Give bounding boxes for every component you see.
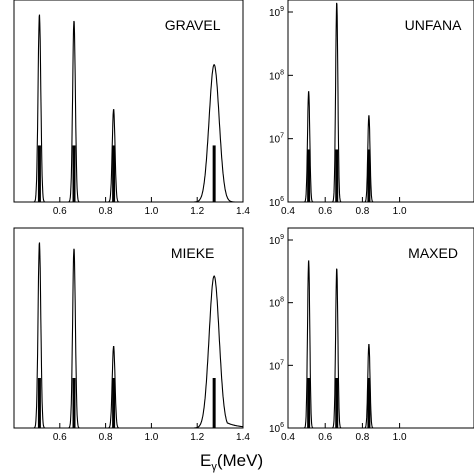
x-tick-label: 1.4	[236, 206, 250, 217]
x-tick-label: 1.2	[190, 432, 204, 443]
y-tick-label: 107	[269, 133, 284, 146]
y-tick-label: 107	[269, 359, 284, 372]
x-tick-label: 1.0	[393, 206, 407, 217]
x-tick-label: 0.6	[53, 432, 67, 443]
panel-unfana: 0.4 0.6 0.8 1.0 106 107 108 109 UNFANA	[269, 0, 474, 217]
spectrum-line	[14, 242, 243, 428]
x-tick-label: 0.8	[99, 206, 113, 217]
x-tick-label: 0.4	[281, 432, 295, 443]
x-axis-title-sub: γ	[211, 461, 217, 473]
x-tick-label: 1.0	[144, 432, 158, 443]
panel-title: MIEKE	[171, 245, 215, 261]
spectrum-line	[288, 260, 474, 428]
x-tick-label: 0.6	[318, 206, 332, 217]
x-tick-label: 1.4	[236, 432, 250, 443]
x-tick-label: 0.8	[355, 432, 369, 443]
x-tick-label: 1.0	[393, 432, 407, 443]
y-tick-label: 109	[269, 234, 284, 247]
y-tick-label: 106	[269, 196, 284, 209]
y-tick-label: 109	[269, 6, 284, 19]
x-tick-label: 0.6	[53, 206, 67, 217]
x-tick-label: 0.4	[281, 206, 295, 217]
y-tick-label: 108	[269, 297, 284, 310]
panel-title: MAXED	[408, 245, 458, 261]
spectrum-line	[14, 14, 243, 202]
y-tick-label: 106	[269, 422, 284, 435]
x-axis-title-unit: (MeV)	[217, 451, 263, 470]
panel-gravel: 0.6 0.8 1.0 1.2 1.4 GRAVEL	[13, 0, 250, 217]
x-tick-label: 0.8	[355, 206, 369, 217]
x-axis-title-main: E	[200, 451, 211, 470]
x-tick-label: 0.8	[99, 432, 113, 443]
panel-title: GRAVEL	[165, 17, 221, 33]
panel-maxed: 0.4 0.6 0.8 1.0 106 107 108 109 MAXED	[269, 227, 474, 443]
panel-title: UNFANA	[405, 17, 462, 33]
y-tick-label: 108	[269, 69, 284, 82]
x-tick-label: 1.2	[190, 206, 204, 217]
x-tick-label: 0.6	[318, 432, 332, 443]
x-axis-title: Eγ(MeV)	[200, 451, 263, 473]
x-tick-label: 1.0	[144, 206, 158, 217]
panel-mieke: 0.6 0.8 1.0 1.2 1.4 MIEKE	[13, 227, 250, 443]
